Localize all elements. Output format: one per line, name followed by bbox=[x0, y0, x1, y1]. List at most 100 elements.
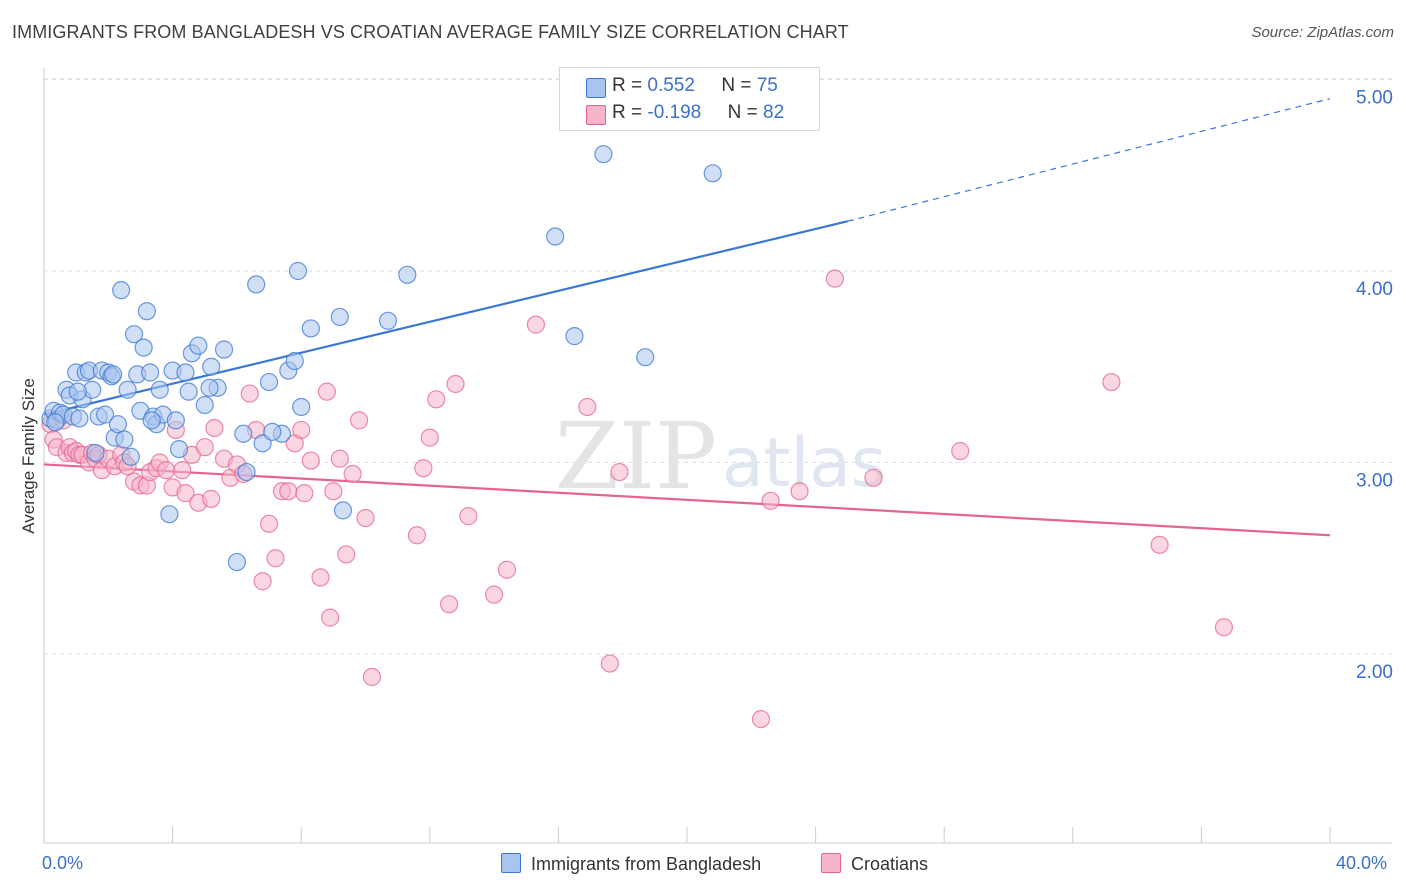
trendlines bbox=[43, 98, 1331, 537]
point-croatians bbox=[427, 390, 446, 409]
point-bangladesh bbox=[95, 405, 115, 424]
point-bangladesh bbox=[68, 382, 87, 401]
point-bangladesh bbox=[285, 351, 304, 371]
y-tick-label: 3.00 bbox=[1356, 471, 1393, 492]
point-croatians bbox=[362, 667, 382, 687]
point-croatians bbox=[1150, 535, 1169, 554]
y-tick-label: 2.00 bbox=[1356, 662, 1393, 683]
legend-r-value: 0.552 bbox=[647, 75, 695, 96]
point-bangladesh bbox=[108, 415, 128, 434]
point-bangladesh bbox=[237, 462, 256, 482]
x-tick-max: 40.0% bbox=[1336, 853, 1388, 873]
legend-n-label: N = bbox=[727, 102, 764, 123]
point-croatians bbox=[864, 468, 883, 487]
point-bangladesh bbox=[195, 395, 214, 415]
trendline-bangladesh-extension bbox=[847, 98, 1331, 222]
watermark: ZIP atlas bbox=[555, 403, 886, 510]
point-bangladesh bbox=[247, 275, 266, 294]
legend-row-croatians: R = -0.198 N = 82 bbox=[586, 102, 785, 126]
point-bangladesh bbox=[137, 302, 156, 321]
point-croatians bbox=[279, 482, 298, 501]
point-bangladesh bbox=[46, 413, 65, 432]
point-bangladesh bbox=[124, 325, 144, 344]
y-tick-label: 5.00 bbox=[1356, 88, 1393, 109]
point-croatians bbox=[324, 482, 343, 501]
point-bangladesh bbox=[140, 363, 160, 382]
point-bangladesh bbox=[234, 424, 253, 443]
point-croatians bbox=[414, 459, 433, 478]
point-croatians bbox=[295, 484, 314, 503]
point-bangladesh bbox=[636, 348, 655, 367]
point-croatians bbox=[259, 514, 279, 533]
legend-n-value: 75 bbox=[756, 75, 778, 96]
bottom-legend-swatch-bangladesh bbox=[501, 853, 521, 873]
point-bangladesh bbox=[118, 380, 137, 399]
point-bangladesh bbox=[179, 382, 198, 401]
legend-row-bangladesh: R = 0.552 N = 75 bbox=[586, 75, 778, 99]
point-bangladesh bbox=[301, 319, 320, 338]
point-bangladesh bbox=[121, 447, 140, 466]
axes bbox=[43, 68, 1392, 844]
point-croatians bbox=[1214, 618, 1234, 637]
correlation-legend: R = 0.552 N = 75 R = -0.198 N = 82 bbox=[559, 67, 820, 131]
point-croatians bbox=[610, 462, 629, 482]
point-bangladesh bbox=[169, 439, 189, 459]
point-bangladesh bbox=[703, 164, 722, 183]
y-tick-label: 4.00 bbox=[1356, 279, 1393, 300]
point-croatians bbox=[825, 269, 844, 288]
point-bangladesh bbox=[594, 145, 613, 164]
point-croatians bbox=[356, 508, 375, 528]
point-bangladesh bbox=[202, 357, 221, 376]
x-tick-min: 0.0% bbox=[42, 853, 84, 873]
legend-swatch-croatians bbox=[586, 105, 606, 125]
point-croatians bbox=[439, 595, 459, 614]
bottom-legend-croatians: Croatians bbox=[821, 853, 928, 875]
point-croatians bbox=[205, 418, 224, 438]
point-croatians bbox=[761, 491, 780, 510]
point-bangladesh bbox=[134, 338, 153, 357]
point-croatians bbox=[292, 420, 311, 440]
point-bangladesh bbox=[160, 505, 179, 524]
y-tick-labels: 2.00 3.00 4.00 5.00 bbox=[1356, 88, 1393, 684]
point-bangladesh bbox=[150, 380, 169, 399]
point-bangladesh bbox=[227, 552, 246, 572]
point-croatians bbox=[173, 461, 192, 480]
point-croatians bbox=[266, 549, 285, 568]
point-bangladesh bbox=[70, 409, 89, 428]
point-bangladesh bbox=[200, 378, 219, 397]
point-croatians bbox=[240, 384, 259, 403]
legend-n-value: 82 bbox=[763, 102, 785, 123]
point-bangladesh bbox=[86, 443, 105, 463]
point-bangladesh bbox=[166, 411, 185, 430]
point-croatians bbox=[176, 484, 195, 503]
legend-r-label: R = bbox=[612, 75, 648, 96]
legend-r-value: -0.198 bbox=[647, 102, 702, 123]
point-bangladesh bbox=[565, 327, 584, 346]
point-bangladesh bbox=[104, 365, 123, 384]
point-croatians bbox=[459, 507, 478, 526]
point-croatians bbox=[1102, 372, 1121, 392]
point-croatians bbox=[485, 585, 504, 604]
point-croatians bbox=[343, 464, 362, 484]
point-croatians bbox=[321, 608, 340, 627]
point-bangladesh bbox=[263, 422, 282, 441]
point-croatians bbox=[157, 461, 176, 480]
point-bangladesh bbox=[115, 430, 134, 449]
bottom-legend-label-bangladesh: Immigrants from Bangladesh bbox=[531, 854, 762, 874]
point-croatians bbox=[420, 428, 439, 447]
point-bangladesh bbox=[546, 227, 565, 246]
point-bangladesh bbox=[398, 265, 417, 284]
point-bangladesh bbox=[142, 411, 161, 430]
source-label: Source: ZipAtlas.com bbox=[1251, 24, 1394, 41]
point-croatians bbox=[317, 382, 337, 401]
point-croatians bbox=[600, 654, 619, 673]
point-croatians bbox=[195, 438, 214, 457]
trendline-croatians bbox=[43, 463, 1331, 537]
point-croatians bbox=[337, 545, 356, 564]
point-bangladesh bbox=[292, 397, 311, 417]
bottom-legend-label-croatians: Croatians bbox=[851, 854, 929, 874]
bottom-legend-swatch-croatians bbox=[821, 853, 841, 873]
point-croatians bbox=[578, 397, 597, 417]
point-bangladesh bbox=[378, 311, 398, 330]
